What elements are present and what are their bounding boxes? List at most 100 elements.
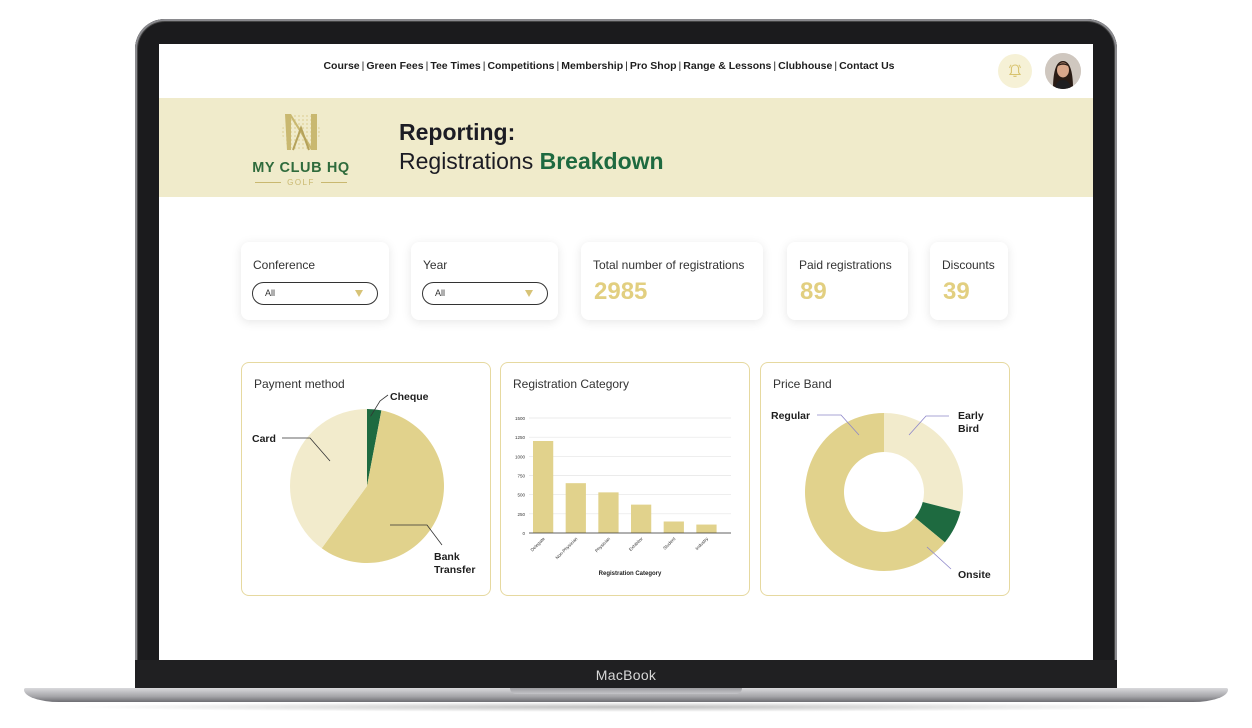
donut-slice-early-bird <box>884 413 963 512</box>
price-band-card: Price Band Early Bird Onsite Regular <box>760 362 1010 596</box>
nav-separator: | <box>625 60 628 72</box>
page-subtitle-plain: Registrations <box>399 148 534 174</box>
payment-method-card: Payment method Cheque Bank Transfer Card <box>241 362 491 596</box>
discounts-label: Discounts <box>942 258 995 272</box>
bar-ytick-label: 1250 <box>515 435 526 440</box>
laptop-notch <box>510 688 742 694</box>
donut-label-early-bird-line: Early <box>958 410 984 422</box>
donut-leader-early-bird <box>908 415 949 436</box>
conference-filter-label: Conference <box>253 258 316 272</box>
bar-xtick-label: Student <box>662 536 677 551</box>
nav-separator: | <box>678 60 682 72</box>
bar-delegate <box>533 441 554 533</box>
year-select-value: All <box>435 288 446 298</box>
user-avatar[interactable] <box>1045 53 1081 89</box>
bar-ytick-label: 750 <box>517 474 525 479</box>
total-registrations-value: 2985 <box>594 278 648 305</box>
nav-separator: | <box>361 60 365 72</box>
laptop-bezel: MacBook <box>135 660 1117 690</box>
nav-link-tee-times[interactable]: Tee Times <box>430 60 481 72</box>
paid-registrations-card: Paid registrations 89 <box>787 242 908 320</box>
total-registrations-label: Total number of registrations <box>593 258 745 272</box>
payment-method-title: Payment method <box>254 377 345 391</box>
donut-label-onsite: Onsite <box>958 569 991 581</box>
avatar-image <box>1045 53 1081 89</box>
bar-xtick-label: Delegate <box>530 536 547 553</box>
nav-link-range-lessons[interactable]: Range & Lessons <box>683 60 772 72</box>
price-band-donut-chart: Early Bird Onsite Regular <box>771 410 991 581</box>
donut-slice-regular <box>805 413 945 571</box>
pie-label-cheque: Cheque <box>390 391 429 403</box>
registration-category-card: Registration Category 0 250 500 750 1000 1250… <box>500 362 750 596</box>
pie-label-bank-transfer: Bank Transfer <box>434 551 475 576</box>
nav-link-clubhouse[interactable]: Clubhouse <box>778 60 833 72</box>
nav-link-competitions[interactable]: Competitions <box>487 60 555 72</box>
pie-leader-bank-transfer <box>390 524 443 546</box>
bar-exhibitor <box>631 504 652 533</box>
registration-category-bar-chart: 0 250 500 750 1000 1250 1500 Delegate Non-Physic… <box>515 416 731 577</box>
bar-student <box>663 521 684 533</box>
discounts-card: Discounts 39 <box>930 242 1008 320</box>
caret-down-icon <box>525 290 533 297</box>
bar-xtick-label: Industry <box>694 536 709 551</box>
pie-leader-cheque <box>370 394 389 417</box>
conference-select-value: All <box>265 288 276 298</box>
nav-links: Course | Green Fees | Tee Times | Competitions… <box>159 60 1059 72</box>
donut-leader-regular <box>817 414 860 436</box>
pie-label-bank-transfer-line: Transfer <box>434 564 475 576</box>
bar-physician <box>598 492 619 533</box>
donut-label-early-bird-line: Bird <box>958 423 979 435</box>
donut-leader-onsite <box>926 546 952 570</box>
bar-ytick-label: 1000 <box>515 454 526 459</box>
pie-slice-card <box>290 409 367 549</box>
bar-industry <box>696 524 717 533</box>
paid-registrations-value: 89 <box>800 278 827 305</box>
header-banner: MY CLUB HQ GOLF Reporting: Registrations… <box>159 98 1093 197</box>
caret-down-icon <box>355 290 363 297</box>
bar-ytick-label: 0 <box>522 531 525 536</box>
club-subtitle: GOLF <box>241 178 361 187</box>
nav-separator: | <box>773 60 777 72</box>
bar-x-axis-label: Registration Category <box>599 571 662 577</box>
discounts-value: 39 <box>943 278 970 305</box>
notifications-button[interactable] <box>998 54 1032 88</box>
year-filter-card: Year All <box>411 242 558 320</box>
bar-xtick-label: Non-Physician <box>554 536 578 560</box>
page-subtitle: Registrations Breakdown <box>399 148 664 175</box>
page-title: Reporting: <box>399 119 516 145</box>
conference-filter-card: Conference All <box>241 242 389 320</box>
price-band-title: Price Band <box>773 377 832 391</box>
donut-label-regular-line: Regular <box>771 410 810 422</box>
nav-separator: | <box>425 60 429 72</box>
year-select[interactable]: All <box>422 282 548 305</box>
bar-xtick-label: Physician <box>594 536 612 554</box>
pie-leader-card <box>282 437 331 462</box>
bar-xtick-label: Exhibitor <box>628 536 644 552</box>
nav-link-membership[interactable]: Membership <box>561 60 624 72</box>
page-subtitle-accent: Breakdown <box>539 148 664 174</box>
donut-label-regular: Regular <box>771 410 810 422</box>
donut-slice-onsite <box>914 501 961 543</box>
registration-category-title: Registration Category <box>513 377 630 391</box>
golf-ball-monogram-icon <box>282 113 320 151</box>
pie-label-cheque-line: Cheque <box>390 391 429 403</box>
nav-link-contact-us[interactable]: Contact Us <box>839 60 895 72</box>
laptop-base <box>24 688 1228 702</box>
screen: Course | Green Fees | Tee Times | Competitions… <box>159 44 1093 660</box>
top-nav: Course | Green Fees | Tee Times | Competitions… <box>159 44 1093 98</box>
nav-separator: | <box>482 60 486 72</box>
conference-select[interactable]: All <box>252 282 378 305</box>
total-registrations-card: Total number of registrations 2985 <box>581 242 763 320</box>
bar-ytick-label: 1500 <box>515 416 526 421</box>
nav-link-pro-shop[interactable]: Pro Shop <box>629 60 677 72</box>
laptop-shadow <box>60 702 1192 712</box>
nav-separator: | <box>834 60 838 72</box>
pie-label-card: Card <box>252 433 276 445</box>
payment-method-pie-chart: Cheque Bank Transfer Card <box>252 391 475 576</box>
pie-label-card-line: Card <box>252 433 276 445</box>
nav-link-green-fees[interactable]: Green Fees <box>366 60 424 72</box>
nav-link-course[interactable]: Course <box>323 60 360 72</box>
club-logo[interactable]: MY CLUB HQ GOLF <box>241 106 361 190</box>
bell-icon <box>1008 64 1022 78</box>
year-filter-label: Year <box>423 258 448 272</box>
